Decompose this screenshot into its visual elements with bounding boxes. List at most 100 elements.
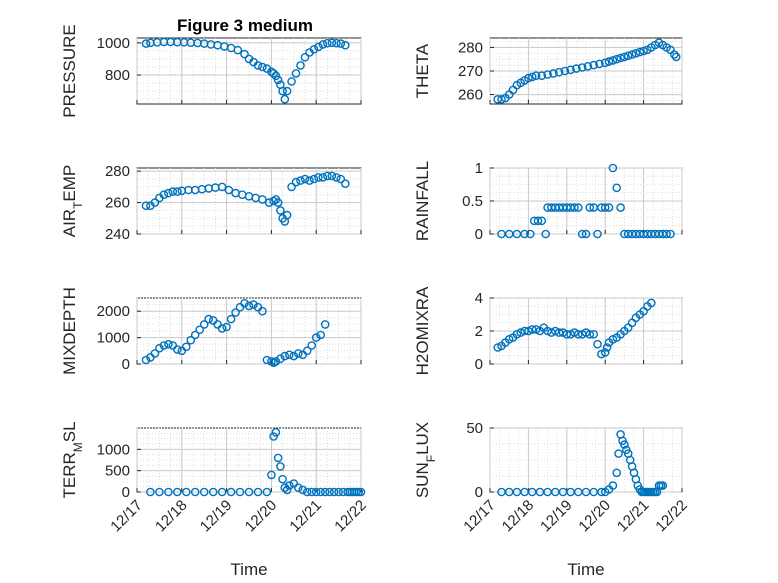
data-point xyxy=(325,487,334,497)
data-point xyxy=(497,95,506,104)
data-point xyxy=(336,39,346,48)
data-point xyxy=(327,171,337,181)
data-point xyxy=(231,308,240,317)
data-point xyxy=(527,325,537,334)
subplot-pressure: 800 1000 PRESSURE xyxy=(60,24,362,118)
y-tick-label: 240 xyxy=(105,226,130,243)
data-point xyxy=(258,62,267,72)
data-point xyxy=(222,322,231,332)
data-point xyxy=(296,61,305,70)
data-point xyxy=(164,339,173,349)
data-point xyxy=(320,487,330,497)
y-axis-label: PRESSURE xyxy=(60,24,79,118)
data-point xyxy=(574,329,583,339)
data-point xyxy=(340,179,350,188)
data-point xyxy=(560,66,570,76)
data-point xyxy=(141,201,151,210)
data-point xyxy=(273,75,283,85)
data-point xyxy=(240,298,249,308)
data-point xyxy=(298,485,308,495)
data-point xyxy=(631,49,641,58)
data-point xyxy=(269,432,278,441)
data-point xyxy=(235,487,245,497)
data-point xyxy=(570,203,579,212)
data-point xyxy=(291,177,301,187)
y-tick-label: 270 xyxy=(458,63,483,80)
x-axis-label: Time xyxy=(230,560,267,579)
subplot-rainfall: 0 0.5 1 RAINFALL xyxy=(413,160,683,243)
data-point xyxy=(244,487,254,497)
data-point xyxy=(280,351,290,361)
data-point xyxy=(612,183,622,193)
data-point xyxy=(302,487,312,497)
data-point xyxy=(208,487,218,497)
data-point xyxy=(616,203,625,212)
data-point xyxy=(316,487,326,497)
data-point xyxy=(253,487,263,497)
y-axis-label: RAINFALL xyxy=(413,161,432,241)
data-point xyxy=(159,190,169,199)
data-point xyxy=(217,324,227,333)
data-series xyxy=(141,298,330,368)
y-tick-label: 1000 xyxy=(97,441,130,458)
data-point xyxy=(273,453,283,463)
data-point xyxy=(307,341,317,350)
data-point xyxy=(566,65,575,75)
data-point xyxy=(269,196,278,206)
figure-title: Figure 3 medium xyxy=(177,16,313,35)
data-point xyxy=(240,49,249,59)
y-tick-label: 4 xyxy=(475,290,483,307)
data-point xyxy=(155,487,164,497)
data-point xyxy=(623,51,633,61)
data-point xyxy=(543,70,552,79)
data-point xyxy=(583,62,593,71)
data-point xyxy=(280,483,290,493)
y-tick-label: 260 xyxy=(105,195,130,212)
data-point xyxy=(293,483,303,493)
y-tick-label: 0 xyxy=(475,226,483,243)
data-point xyxy=(296,176,305,185)
data-point xyxy=(537,216,547,226)
x-axis-label: Time xyxy=(567,560,604,579)
data-point xyxy=(159,341,169,350)
data-point xyxy=(164,188,173,198)
data-point xyxy=(282,86,292,96)
data-point xyxy=(658,481,668,490)
data-point xyxy=(293,349,303,358)
data-point xyxy=(155,343,164,353)
data-point xyxy=(336,174,346,184)
data-point xyxy=(271,357,281,366)
data-point xyxy=(264,198,274,207)
data-point xyxy=(554,328,564,337)
data-point xyxy=(662,229,671,239)
data-point xyxy=(226,487,236,497)
y-tick-label: 2000 xyxy=(97,303,130,320)
data-point xyxy=(620,440,629,449)
data-point xyxy=(320,320,330,329)
subplot-h2omixra: 0 2 4 H2OMIXRA xyxy=(413,286,683,375)
data-point xyxy=(593,229,602,239)
data-point xyxy=(226,314,236,324)
data-point xyxy=(554,67,564,77)
data-point xyxy=(172,487,182,497)
data-point xyxy=(620,52,629,62)
data-point xyxy=(172,345,182,354)
data-point xyxy=(217,487,227,497)
data-point xyxy=(520,326,529,336)
subplot-air-temp: 240 260 280 AIRTEMP xyxy=(60,163,362,243)
data-point xyxy=(199,320,209,329)
y-tick-label: 260 xyxy=(458,87,483,104)
data-point xyxy=(593,339,602,349)
data-point xyxy=(309,45,319,54)
data-point xyxy=(141,39,151,48)
data-point xyxy=(276,206,285,215)
data-point xyxy=(269,69,278,78)
data-point xyxy=(309,174,319,184)
data-point xyxy=(585,203,595,212)
data-point xyxy=(278,474,287,484)
data-point xyxy=(314,42,323,52)
data-point xyxy=(307,487,317,497)
data-point xyxy=(612,468,622,478)
